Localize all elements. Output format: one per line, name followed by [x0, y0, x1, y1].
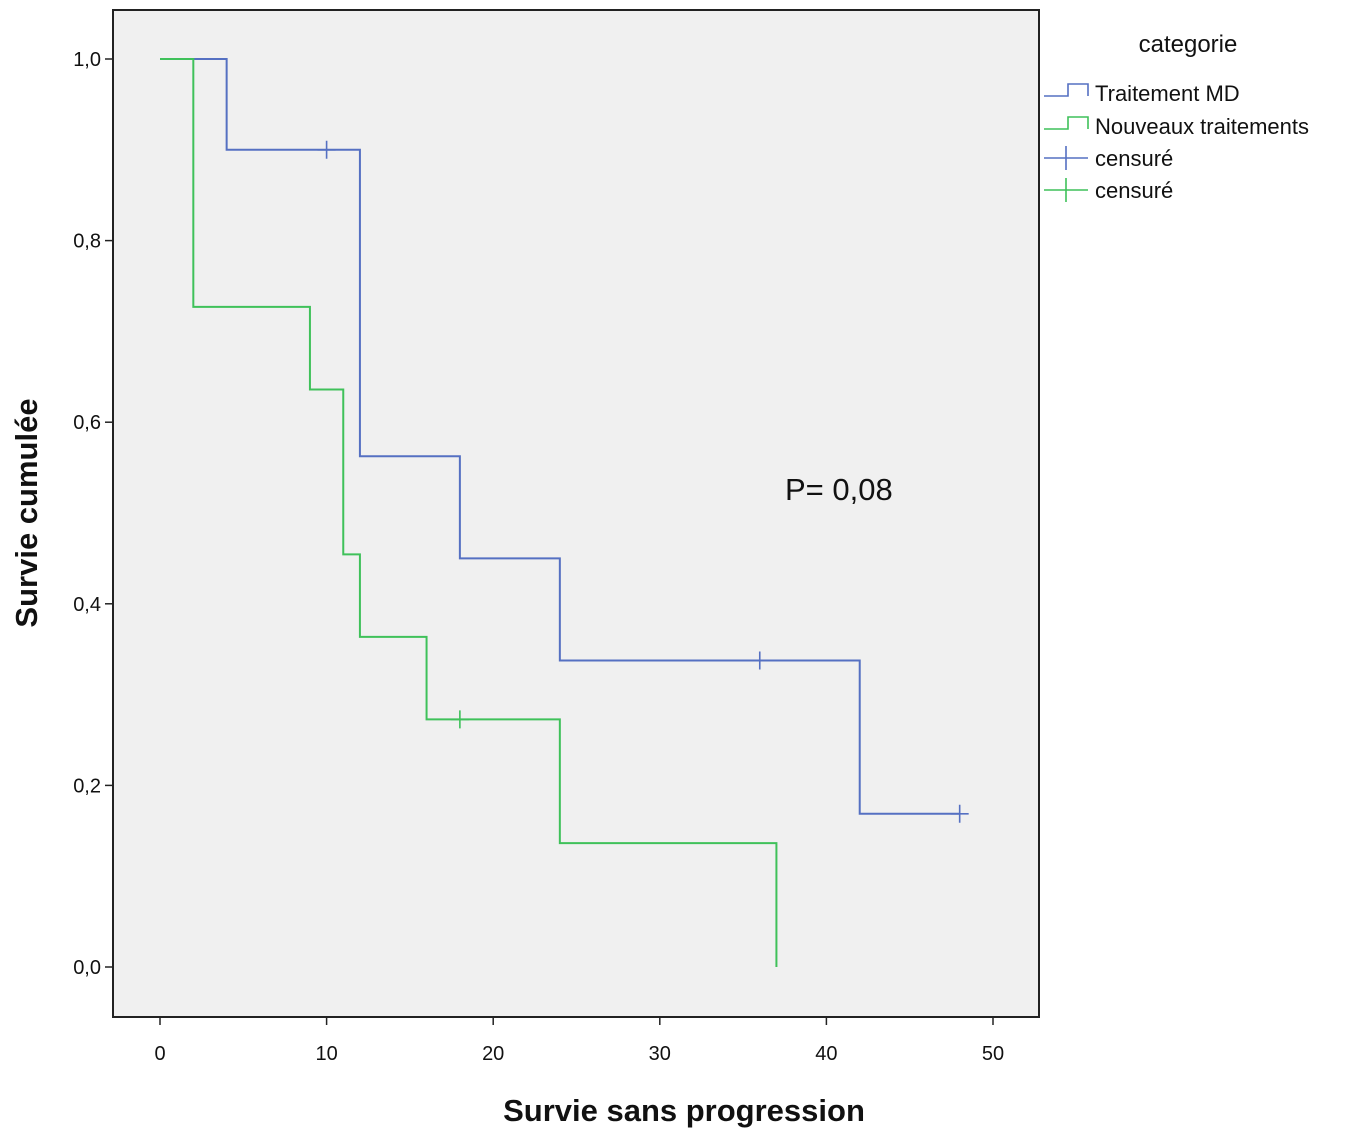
- x-axis-title: Survie sans progression: [503, 1093, 865, 1128]
- legend-label-traitement-md: Traitement MD: [1095, 81, 1240, 106]
- legend-censored-marker-green: [1044, 178, 1088, 202]
- x-tick-label: 50: [982, 1043, 1004, 1065]
- x-tick-label: 0: [154, 1043, 165, 1065]
- y-tick-label: 0,4: [73, 594, 101, 616]
- x-axis-ticks: 0 10 20 30 40 50: [154, 1017, 1004, 1065]
- series-line-0: [160, 58, 960, 815]
- censored-marker: [450, 710, 469, 729]
- x-tick-label: 20: [482, 1043, 504, 1065]
- legend-label-nouveaux-traitements: Nouveaux traitements: [1095, 114, 1309, 139]
- censored-marker: [950, 804, 969, 823]
- y-tick-label: 1,0: [73, 49, 101, 71]
- p-value-annotation: P= 0,08: [785, 472, 893, 507]
- y-tick-label: 0,6: [73, 412, 101, 434]
- series-layer: [160, 58, 969, 967]
- legend-label-censored-green: censuré: [1095, 178, 1173, 203]
- censored-marker: [317, 140, 336, 159]
- series-line-1: [160, 58, 778, 967]
- plot-area: [112, 9, 1040, 1018]
- y-tick-label: 0,2: [73, 775, 101, 797]
- legend-title: categorie: [1139, 31, 1238, 58]
- legend-censored-marker-blue: [1044, 146, 1088, 170]
- y-axis-title: Survie cumulée: [9, 398, 44, 627]
- y-tick-label: 0,8: [73, 231, 101, 253]
- x-tick-label: 30: [649, 1043, 671, 1065]
- x-tick-label: 40: [815, 1043, 837, 1065]
- legend-swatch-nouveaux-traitements: [1044, 116, 1089, 130]
- y-axis-ticks: 0,0 0,2 0,4 0,6 0,8 1,0: [73, 49, 113, 979]
- censored-marker: [750, 651, 769, 670]
- legend: categorie Traitement MD Nouveaux traitem…: [1044, 31, 1309, 203]
- legend-swatch-traitement-md: [1044, 83, 1089, 97]
- legend-label-censored-blue: censuré: [1095, 146, 1173, 171]
- y-tick-label: 0,0: [73, 957, 101, 979]
- x-tick-label: 10: [315, 1043, 337, 1065]
